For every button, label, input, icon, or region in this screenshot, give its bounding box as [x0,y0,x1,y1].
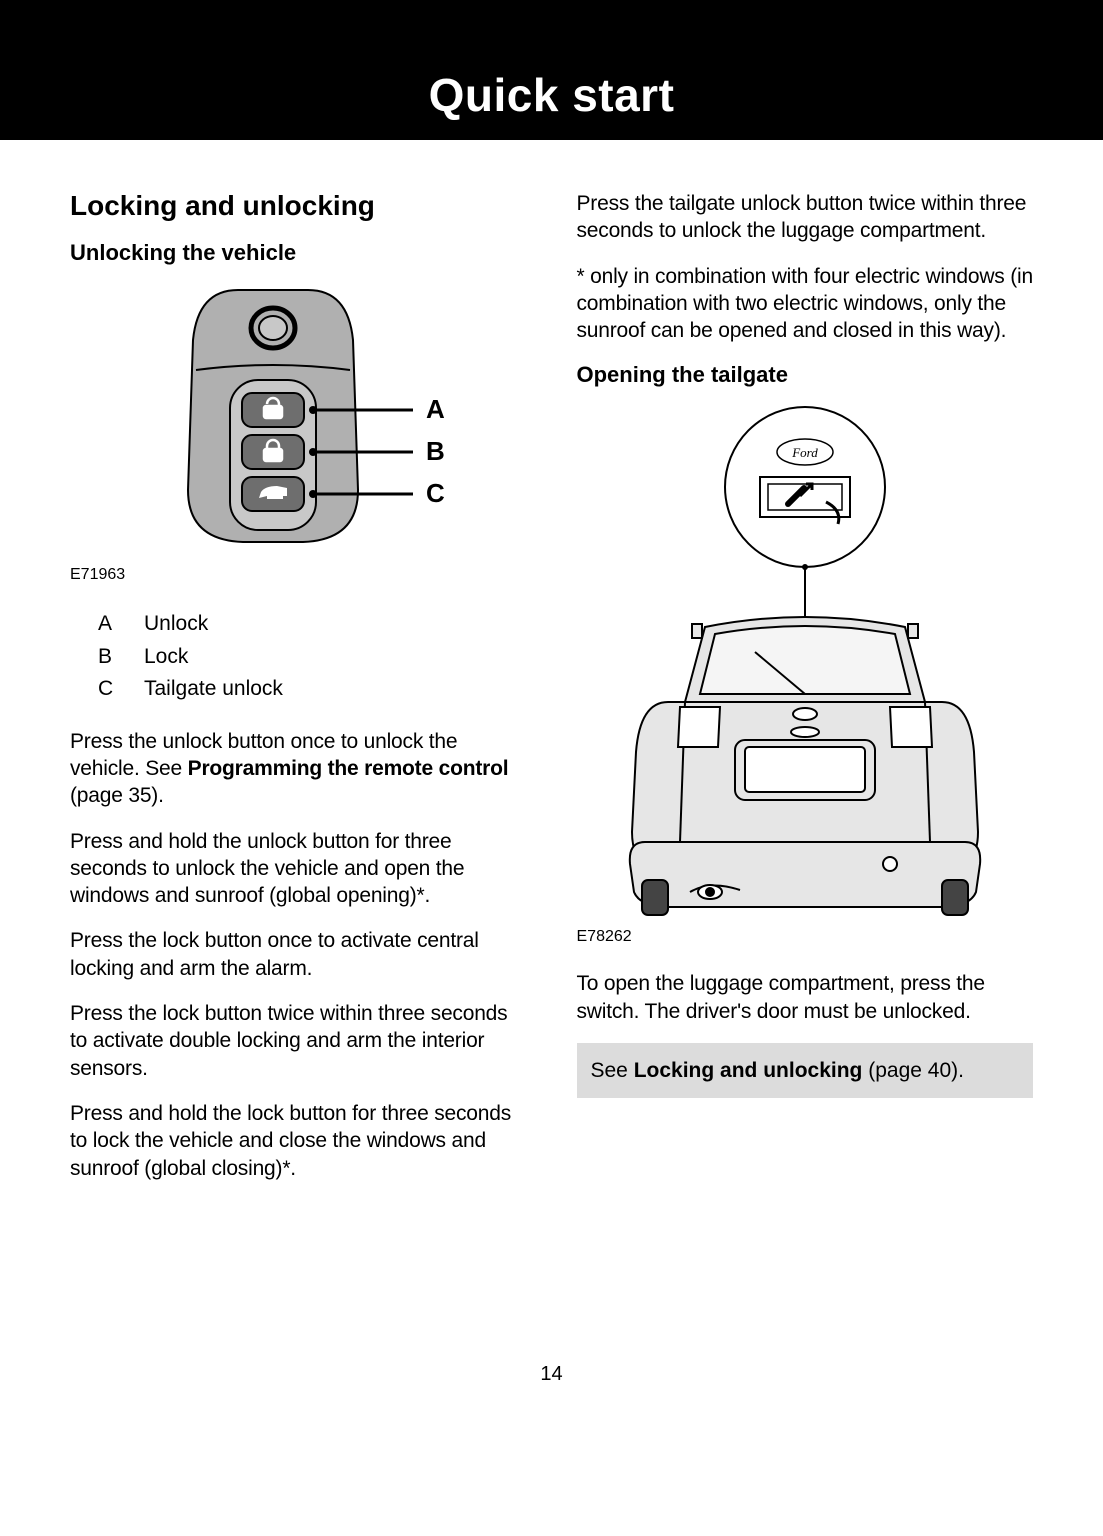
figure-id: E78262 [577,928,1034,946]
body-text: Press and hold the unlock button for thr… [70,828,527,910]
legend-row: CTailgate unlock [98,673,527,706]
right-column: Press the tailgate unlock button twice w… [577,190,1034,1200]
left-column: Locking and unlocking Unlocking the vehi… [70,190,527,1200]
body-text: Press the unlock button once to unlock t… [70,728,527,810]
key-fob-figure: A B C [138,280,458,560]
subsection-heading: Unlocking the vehicle [70,240,527,266]
page-title: Quick start [429,68,675,122]
page: Quick start Locking and unlocking Unlock… [0,0,1103,1536]
page-number: 14 [0,1363,1103,1386]
body-text: Press the lock button twice within three… [70,1000,527,1082]
legend-row: AUnlock [98,608,527,641]
body-text: Press the tailgate unlock button twice w… [577,190,1034,245]
body-text: Press the lock button once to activate c… [70,927,527,982]
subsection-heading: Opening the tailgate [577,362,1034,388]
body-text: To open the luggage compartment, press t… [577,970,1034,1025]
label-b: B [426,436,445,466]
label-c: C [426,478,445,508]
legend-row: BLock [98,641,527,674]
body-text: Press and hold the lock button for three… [70,1100,527,1182]
figure-id: E71963 [70,566,527,584]
legend: AUnlock BLock CTailgate unlock [98,608,527,706]
section-heading: Locking and unlocking [70,190,527,222]
svg-text:Ford: Ford [791,445,818,460]
content-columns: Locking and unlocking Unlocking the vehi… [70,140,1033,1200]
header-band: Quick start [0,0,1103,140]
label-a: A [426,394,445,424]
body-text: * only in combination with four electric… [577,263,1034,345]
car-rear-figure: Ford [590,402,1020,922]
cross-reference-box: See Locking and unlocking (page 40). [577,1043,1034,1098]
